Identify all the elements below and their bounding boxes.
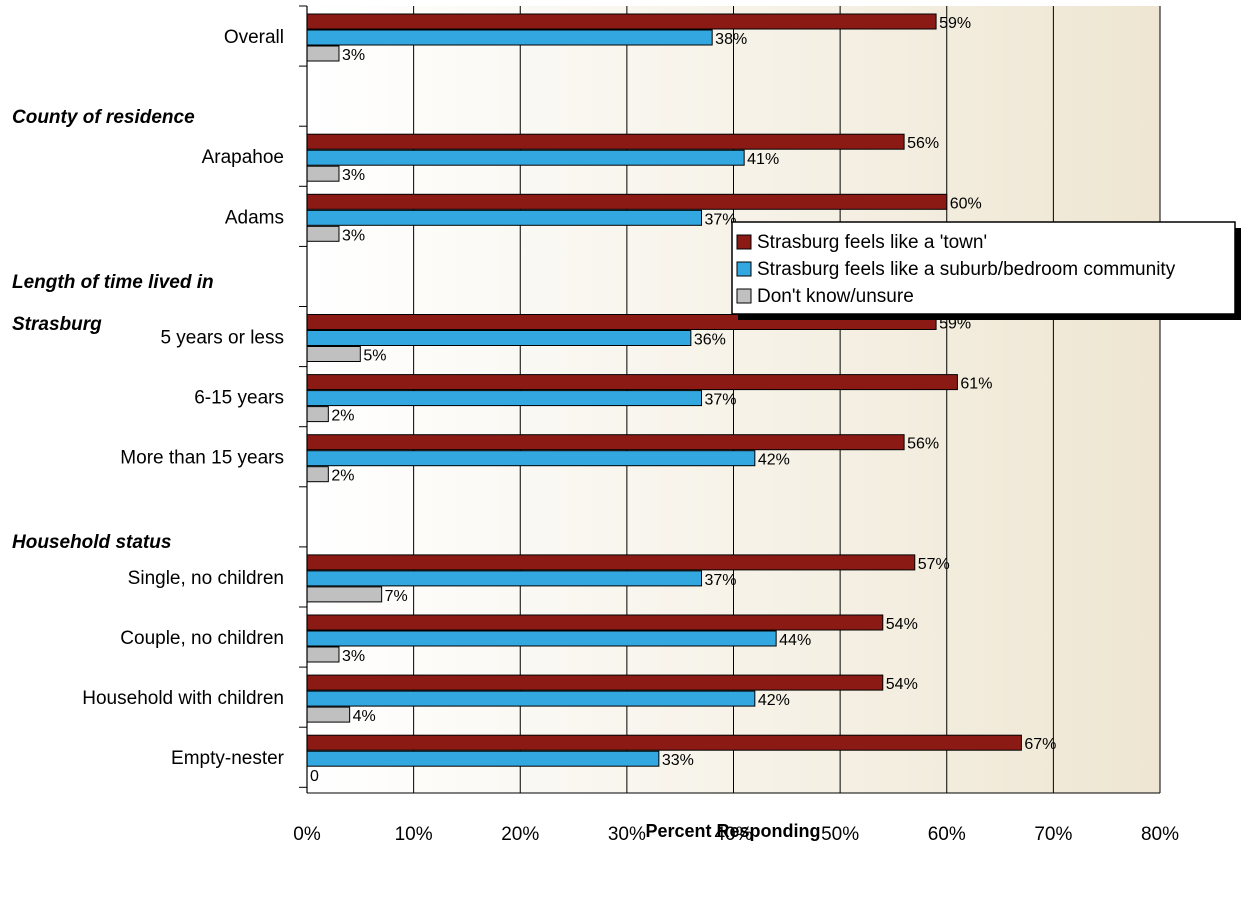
data-label: 54%	[886, 676, 918, 693]
data-label: 56%	[907, 135, 939, 152]
data-label: 37%	[705, 392, 737, 409]
bar	[306, 165, 340, 182]
x-tick-label: 20%	[501, 824, 539, 845]
section-heading: Length of time lived in	[12, 272, 214, 293]
category-label: Household with children	[82, 688, 284, 709]
legend-box	[731, 221, 1236, 315]
legend-swatch-town	[736, 234, 752, 250]
legend-label-suburb: Strasburg feels like a suburb/bedroom co…	[757, 259, 1176, 280]
section-heading: County of residence	[12, 107, 195, 128]
bar	[306, 406, 329, 423]
category-label: 6-15 years	[194, 388, 284, 409]
data-label: 67%	[1024, 736, 1056, 753]
bar	[306, 554, 916, 571]
bar	[306, 13, 937, 30]
bar	[306, 434, 905, 451]
x-tick-label: 80%	[1141, 824, 1179, 845]
data-label: 33%	[662, 752, 694, 769]
bar	[306, 133, 905, 150]
bar	[306, 674, 884, 691]
x-tick-label: 0%	[293, 824, 321, 845]
bar	[306, 450, 756, 467]
legend-swatch-unsure	[736, 288, 752, 304]
data-label: 54%	[886, 616, 918, 633]
category-label: Couple, no children	[120, 628, 284, 649]
x-tick-label: 50%	[821, 824, 859, 845]
data-label: 5%	[363, 348, 386, 365]
x-tick-label: 30%	[608, 824, 646, 845]
data-label: 7%	[385, 588, 408, 605]
data-label: 3%	[342, 47, 365, 64]
bar	[306, 734, 1022, 751]
legend-label-town: Strasburg feels like a 'town'	[757, 232, 987, 253]
bar	[306, 690, 756, 707]
x-tick-label: 60%	[928, 824, 966, 845]
bar	[306, 646, 340, 663]
data-label: 3%	[342, 167, 365, 184]
bar	[306, 614, 884, 631]
section-heading: Household status	[12, 532, 171, 553]
x-tick-label: 10%	[395, 824, 433, 845]
data-label: 60%	[950, 195, 982, 212]
bar	[306, 330, 692, 346]
data-label: 44%	[779, 632, 811, 649]
data-label: 2%	[331, 408, 354, 425]
bar	[306, 570, 703, 587]
category-label: More than 15 years	[120, 448, 284, 469]
legend-label-unsure: Don't know/unsure	[757, 286, 914, 307]
category-label: Single, no children	[128, 568, 284, 589]
bar	[306, 225, 340, 242]
data-label: 41%	[747, 151, 779, 168]
category-label: Empty-nester	[171, 748, 285, 769]
category-label: Adams	[225, 207, 284, 228]
data-label: 38%	[715, 31, 747, 48]
section-heading-line2: Strasburg	[12, 314, 102, 335]
data-label: 36%	[694, 332, 726, 349]
category-label: 5 years or less	[160, 328, 284, 349]
bar	[306, 45, 340, 62]
x-tick-label: 40%	[714, 824, 752, 845]
bar	[306, 29, 713, 46]
data-label: 4%	[353, 708, 376, 725]
data-label: 37%	[705, 572, 737, 589]
data-label: 3%	[342, 227, 365, 244]
bar	[306, 630, 777, 647]
bar	[306, 390, 703, 407]
legend-swatch-suburb	[736, 261, 752, 277]
data-label: 37%	[705, 211, 737, 228]
category-label: Overall	[224, 27, 284, 48]
data-label: 3%	[342, 648, 365, 665]
data-label: 61%	[960, 376, 992, 393]
data-label: 57%	[918, 556, 950, 573]
data-label: 42%	[758, 452, 790, 469]
bar	[306, 149, 745, 166]
bar	[306, 374, 958, 391]
bar	[306, 466, 329, 483]
bar	[306, 346, 361, 362]
x-axis-title: Percent Responding	[645, 821, 820, 841]
bar	[306, 586, 383, 603]
bar	[306, 750, 660, 767]
bar	[306, 209, 703, 226]
data-label: 0	[310, 768, 319, 785]
bar	[306, 193, 948, 210]
data-label: 2%	[331, 468, 354, 485]
legend: Strasburg feels like a 'town' Strasburg …	[731, 221, 1241, 320]
x-tick-label: 70%	[1034, 824, 1072, 845]
data-label: 56%	[907, 436, 939, 453]
category-label: Arapahoe	[202, 147, 284, 168]
data-label: 42%	[758, 692, 790, 709]
bar	[306, 706, 351, 723]
data-label: 59%	[939, 15, 971, 32]
